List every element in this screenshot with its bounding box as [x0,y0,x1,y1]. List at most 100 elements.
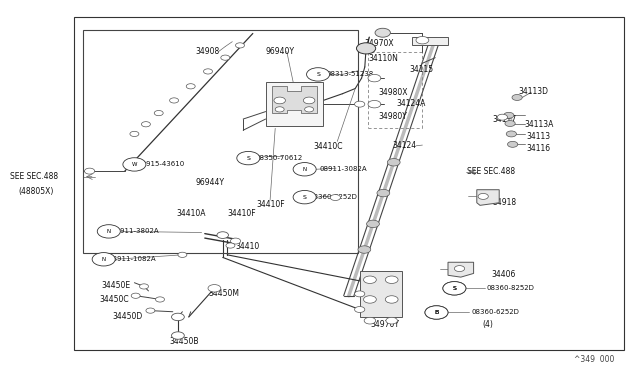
Polygon shape [360,271,402,317]
Text: 08911-3082A: 08911-3082A [320,166,367,172]
Text: 34970X: 34970X [365,39,394,48]
Circle shape [123,158,146,171]
Circle shape [358,246,371,253]
Circle shape [505,121,515,126]
Circle shape [425,306,448,319]
Circle shape [172,313,184,321]
Text: 34110N: 34110N [368,54,398,63]
Circle shape [170,98,179,103]
Circle shape [368,74,381,82]
Text: 34450C: 34450C [99,295,129,304]
Polygon shape [272,86,317,113]
Text: 34103: 34103 [413,39,437,48]
Text: 34450D: 34450D [112,312,142,321]
Circle shape [156,297,164,302]
Circle shape [221,55,230,60]
Text: 08911-1082A: 08911-1082A [109,256,156,262]
Text: 34980X: 34980X [378,88,408,97]
Circle shape [377,189,390,197]
Text: 34117: 34117 [493,115,517,124]
Text: 34410H: 34410H [294,115,324,124]
Text: W: W [132,162,137,167]
Circle shape [154,110,163,116]
Text: 96944Y: 96944Y [195,178,224,187]
Circle shape [497,114,508,120]
Circle shape [217,232,228,238]
Circle shape [330,195,340,201]
Polygon shape [477,190,499,205]
Circle shape [141,122,150,127]
Circle shape [364,296,376,303]
Text: 34400: 34400 [360,302,384,311]
Text: B: B [435,310,438,315]
Circle shape [356,43,376,54]
Text: 08313-51238: 08313-51238 [326,71,374,77]
Text: SEE SEC.488: SEE SEC.488 [467,167,515,176]
Circle shape [237,151,260,165]
Text: 34970Y: 34970Y [370,320,399,329]
Circle shape [178,252,187,257]
Text: S: S [303,195,307,200]
Text: ^349  000: ^349 000 [574,355,614,364]
Text: S: S [316,72,320,77]
Text: 34410: 34410 [236,242,260,251]
Circle shape [454,266,465,272]
Text: N: N [102,257,106,262]
Text: 34908: 34908 [195,47,220,56]
Text: (48805X): (48805X) [18,187,53,196]
Circle shape [385,296,398,303]
Circle shape [84,168,95,174]
Text: 34124A: 34124A [397,99,426,108]
Text: 34410F: 34410F [227,209,256,218]
Text: 34410A: 34410A [176,209,205,218]
Circle shape [364,317,376,324]
Circle shape [293,190,316,204]
Circle shape [140,284,148,289]
Text: 08911-3802A: 08911-3802A [112,228,159,234]
Text: 34450E: 34450E [101,281,131,290]
Circle shape [506,131,516,137]
Text: S: S [452,286,456,291]
Circle shape [226,243,235,248]
Text: (4): (4) [482,320,493,329]
Text: 08360-8252D: 08360-8252D [486,285,534,291]
Circle shape [368,100,381,108]
Text: SEE SEC.488: SEE SEC.488 [10,172,58,181]
Text: 08350-70612: 08350-70612 [256,155,303,161]
Circle shape [478,193,488,199]
Circle shape [504,112,514,118]
Circle shape [92,253,115,266]
Text: 34124: 34124 [392,141,417,150]
Circle shape [385,276,398,283]
Circle shape [146,308,155,313]
Circle shape [204,69,212,74]
Text: 34450M: 34450M [208,289,239,298]
Polygon shape [448,262,474,277]
Circle shape [355,101,365,107]
Text: S: S [246,155,250,161]
Text: S: S [452,286,456,291]
Text: 34113A: 34113A [525,120,554,129]
Circle shape [208,285,221,292]
Text: 08360-8252D: 08360-8252D [309,194,357,200]
Text: 34406: 34406 [492,270,516,279]
Text: 34113: 34113 [526,132,550,141]
Circle shape [186,84,195,89]
Text: 34980Y: 34980Y [378,112,407,121]
Circle shape [364,276,376,283]
Text: 34441: 34441 [367,283,391,292]
Circle shape [508,141,518,147]
Circle shape [375,28,390,37]
Text: 08360-6252D: 08360-6252D [471,310,519,315]
Polygon shape [412,37,448,45]
Text: 34410C: 34410C [314,142,343,151]
Circle shape [443,282,466,295]
Circle shape [386,317,397,324]
Text: 34918: 34918 [493,198,517,207]
Polygon shape [266,82,323,126]
Circle shape [512,94,522,100]
Circle shape [293,163,316,176]
Text: 96940Y: 96940Y [266,47,294,56]
Circle shape [425,306,448,319]
Circle shape [230,238,241,244]
